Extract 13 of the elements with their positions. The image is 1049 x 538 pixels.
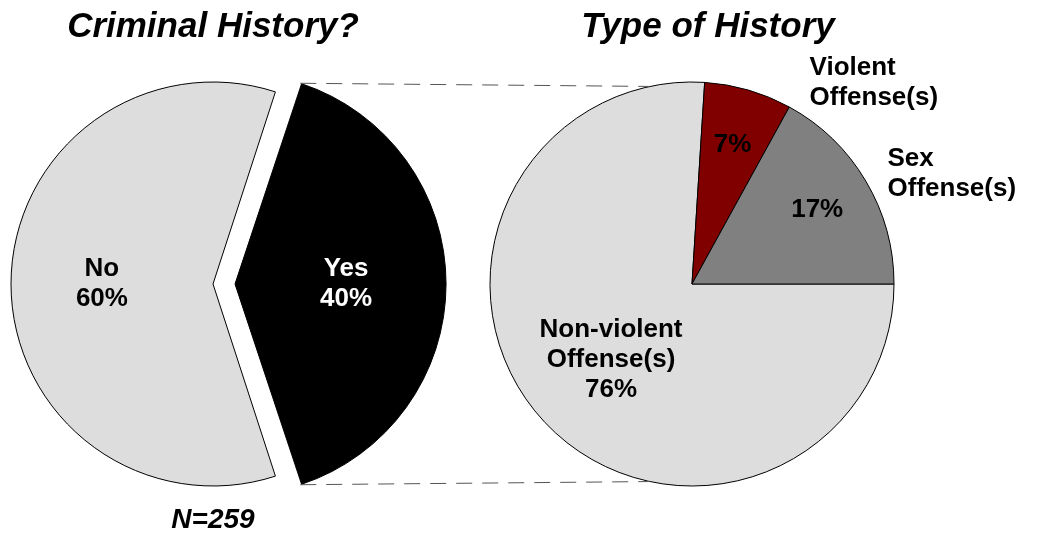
data-label: 60% <box>75 282 128 313</box>
slice-label: Yes <box>323 252 369 283</box>
slice-label: No <box>84 252 120 283</box>
slice-label: Sex Offense(s) <box>887 142 1017 203</box>
data-label: 40% <box>320 282 373 313</box>
chart-title: Criminal History? <box>67 5 359 45</box>
data-label: 76% <box>584 373 638 404</box>
slice-label: Violent Offense(s) <box>809 51 939 112</box>
slice-label: Non-violent Offense(s) <box>539 313 683 374</box>
text: N=259 <box>171 503 255 535</box>
chart-title: Type of History <box>581 5 835 45</box>
data-label: 17% <box>791 193 844 224</box>
data-label: 7% <box>713 127 752 158</box>
